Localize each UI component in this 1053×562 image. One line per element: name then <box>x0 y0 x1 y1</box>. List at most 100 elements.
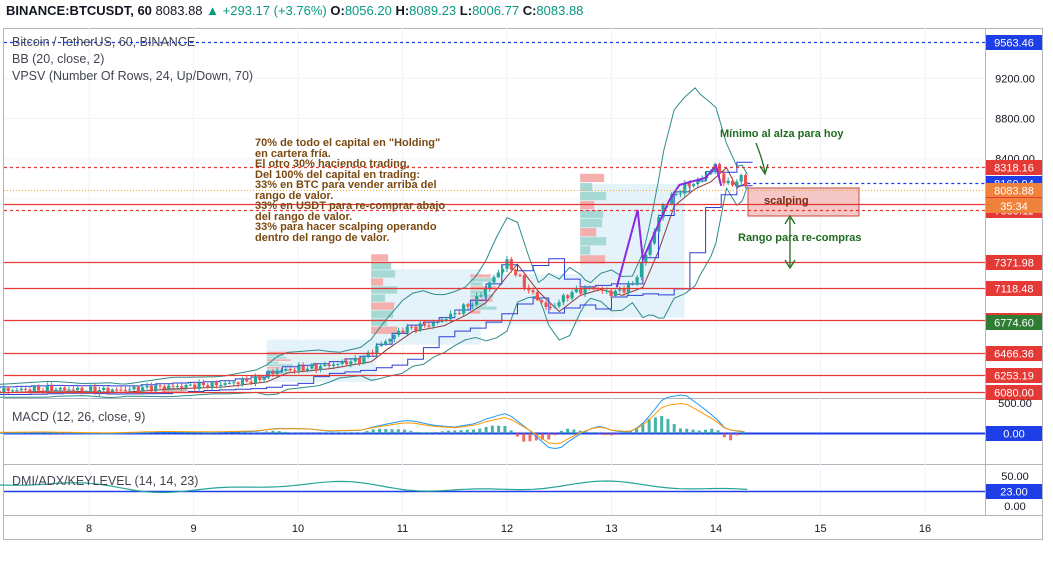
candle-body <box>535 292 539 301</box>
candle-body <box>24 388 28 390</box>
macd-histogram-bar <box>666 418 670 434</box>
volume-profile-bar <box>371 286 398 294</box>
candle-body <box>735 181 739 186</box>
candle-body <box>730 180 735 186</box>
candle-body <box>587 287 591 289</box>
price-tag <box>986 346 1042 361</box>
macd-indicator-label[interactable]: MACD (12, 26, close, 9) <box>12 410 146 424</box>
candle-body <box>54 389 58 392</box>
candle-body <box>388 339 392 342</box>
channel-lower-step <box>0 185 753 395</box>
candle-body <box>483 288 487 296</box>
candle-body <box>561 295 565 303</box>
volume-profile-bar <box>266 359 291 362</box>
macd-histogram-bar <box>428 432 432 434</box>
macd-histogram-bar <box>729 433 733 441</box>
candle-body <box>652 231 657 244</box>
x-tick-label: 8 <box>86 523 92 535</box>
macd-histogram-bar <box>741 431 745 434</box>
volume-profile-bar <box>266 354 284 356</box>
macd-histogram-bar <box>265 431 269 434</box>
candle-body <box>509 259 513 270</box>
candle-body <box>687 183 691 187</box>
candle-body <box>466 304 470 307</box>
volume-profile-bar <box>470 278 495 282</box>
candle-body <box>149 385 153 392</box>
macd-histogram-bar <box>578 430 582 434</box>
candle-body <box>331 364 336 367</box>
candle-body <box>622 288 626 293</box>
candle-body <box>639 262 644 278</box>
dmi-y-tick: 50.00 <box>1001 471 1029 483</box>
macd-histogram-bar <box>660 415 664 434</box>
macd-histogram-bar <box>26 433 30 434</box>
candle-body <box>314 364 318 370</box>
macd-histogram-bar <box>378 428 382 434</box>
countdown-label: 35:34 <box>1000 201 1028 213</box>
price-tag <box>986 281 1042 296</box>
macd-histogram-bar <box>252 432 256 434</box>
candle-body <box>271 372 275 374</box>
candle-body <box>158 385 162 387</box>
macd-histogram-bar <box>490 425 494 434</box>
candle-body <box>15 390 19 392</box>
series-title[interactable]: Bitcoin / TetherUS, 60, BINANCE <box>12 35 196 49</box>
candle-body <box>488 282 492 289</box>
x-tick-label: 11 <box>397 523 408 535</box>
x-tick-label: 13 <box>605 523 617 535</box>
macd-histogram-bar <box>421 432 425 434</box>
price-tag-label: 6466.36 <box>994 349 1034 361</box>
price-tag-label: 6774.60 <box>994 318 1034 330</box>
candle-body <box>145 385 149 388</box>
candle-body <box>210 382 214 388</box>
candle-body <box>2 388 6 393</box>
macd-histogram-bar <box>202 433 206 434</box>
macd-histogram-bar <box>472 429 476 434</box>
macd-histogram-bar <box>616 433 620 434</box>
candle-body <box>418 323 422 331</box>
macd-histogram-bar <box>152 433 156 434</box>
macd-histogram-bar <box>39 433 43 434</box>
close-value: 8083.88 <box>536 3 584 18</box>
open-label: O: <box>330 3 345 18</box>
volume-profile-bar <box>371 326 398 334</box>
vpsv-indicator-label[interactable]: VPSV (Number Of Rows, 24, Up/Down, 70) <box>12 69 254 83</box>
candle-body <box>89 386 93 391</box>
volume-profile-bar <box>580 191 607 201</box>
candle-body <box>227 382 232 384</box>
candle-body <box>696 179 700 185</box>
dmi-indicator-label[interactable]: DMI/ADX/KEYLEVEL (14, 14, 23) <box>12 474 199 488</box>
macd-histogram-bar <box>653 417 657 434</box>
bb-indicator-label[interactable]: BB (20, close, 2) <box>12 52 105 66</box>
volume-profile-bar <box>266 351 292 354</box>
macd-histogram-bar <box>189 433 193 434</box>
volume-profile-bar <box>580 228 597 237</box>
candle-body <box>518 275 522 277</box>
volume-profile-bar <box>470 302 487 306</box>
macd-histogram-bar <box>685 428 689 434</box>
candle-body <box>375 345 379 354</box>
macd-histogram-bar <box>214 433 218 434</box>
chart-frame <box>3 28 1043 540</box>
candle-body <box>396 330 401 335</box>
candle-body <box>596 289 600 291</box>
volume-profile-bar <box>371 310 394 318</box>
macd-histogram-bar <box>20 433 24 434</box>
candle-body <box>405 326 409 333</box>
volume-profile-bar <box>470 306 497 310</box>
candle-body <box>240 379 245 385</box>
macd-histogram-bar <box>384 428 388 434</box>
dmi-level-label: 23.00 <box>1000 487 1028 499</box>
candle-body <box>427 325 431 327</box>
macd-histogram-bar <box>227 432 231 434</box>
symbol-header: BINANCE:BTCUSDT, 60 8083.88 ▲ +293.17 (+… <box>6 3 583 18</box>
candle-body <box>84 390 88 392</box>
candle-body <box>214 382 219 386</box>
price-tag-label: 8318.16 <box>994 163 1034 175</box>
candle-body <box>457 313 461 315</box>
candle-body <box>123 389 127 391</box>
candle-body <box>670 194 674 205</box>
candle-body <box>726 180 730 184</box>
macd-histogram-bar <box>697 430 701 434</box>
